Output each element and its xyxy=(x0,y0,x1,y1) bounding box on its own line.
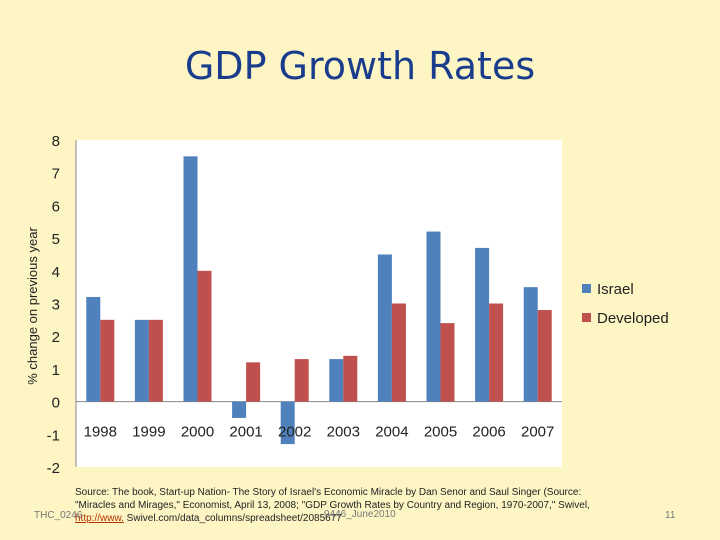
slide-title: GDP Growth Rates xyxy=(184,44,536,88)
y-tick-label: 1 xyxy=(52,362,60,379)
y-tick-label: 6 xyxy=(52,198,60,215)
y-tick-label: 0 xyxy=(52,395,60,412)
y-axis-label: % change on previous year xyxy=(25,227,40,385)
bar-developed-2003 xyxy=(343,355,358,402)
y-tick-label: -1 xyxy=(47,427,60,444)
bar-israel-2000 xyxy=(183,156,198,402)
source-link[interactable]: http://www. xyxy=(75,513,124,524)
bar-israel-2002 xyxy=(280,401,295,445)
y-tick-label: 2 xyxy=(52,329,60,346)
x-tick-label: 2004 xyxy=(375,424,408,441)
bar-israel-2005 xyxy=(426,231,441,402)
x-tick-label: 2002 xyxy=(278,424,311,441)
bar-israel-2007 xyxy=(523,287,538,402)
source-note: Source: The book, Start-up Nation- The S… xyxy=(75,486,595,525)
x-tick-label: 1998 xyxy=(84,424,117,441)
bar-developed-2002 xyxy=(294,359,309,402)
bar-israel-2006 xyxy=(475,247,490,402)
footer-date: 9446_June2010 xyxy=(324,509,396,520)
x-tick-label: 2006 xyxy=(472,424,505,441)
bar-developed-1998 xyxy=(100,319,115,402)
bar-israel-2001 xyxy=(232,401,247,418)
legend-swatch-developed xyxy=(582,313,591,322)
x-tick-label: 2007 xyxy=(521,424,554,441)
bar-developed-2001 xyxy=(246,362,261,402)
page-number: 11 xyxy=(665,510,676,521)
source-text-end: Swivel.com/data_columns/spreadsheet/2085… xyxy=(123,513,342,524)
y-tick-label: 5 xyxy=(52,231,60,248)
x-tick-label: 2000 xyxy=(181,424,214,441)
bar-developed-2006 xyxy=(489,303,504,402)
x-tick-label: 1999 xyxy=(132,424,165,441)
y-tick-label: 4 xyxy=(52,264,60,281)
source-text: Source: The book, Start-up Nation- The S… xyxy=(75,487,590,511)
bar-developed-2000 xyxy=(197,270,212,402)
bar-developed-1999 xyxy=(148,319,163,402)
bar-developed-2007 xyxy=(537,310,552,402)
footer-code: THC_0246 xyxy=(34,510,83,521)
y-tick-label: 8 xyxy=(52,133,60,150)
y-tick-label: -2 xyxy=(47,460,60,477)
legend-label-developed: Developed xyxy=(597,310,669,327)
y-tick-label: 3 xyxy=(52,297,60,314)
legend-label-israel: Israel xyxy=(597,281,634,298)
bar-israel-2004 xyxy=(377,254,392,402)
bar-israel-1999 xyxy=(134,319,149,402)
x-tick-label: 2003 xyxy=(327,424,360,441)
legend-swatch-israel xyxy=(582,284,591,293)
bar-israel-1998 xyxy=(86,296,101,402)
bar-israel-2003 xyxy=(329,359,344,402)
bar-developed-2005 xyxy=(440,323,455,402)
x-tick-label: 2001 xyxy=(229,424,262,441)
x-tick-label: 2005 xyxy=(424,424,457,441)
y-tick-label: 7 xyxy=(52,166,60,183)
bar-developed-2004 xyxy=(391,303,406,402)
